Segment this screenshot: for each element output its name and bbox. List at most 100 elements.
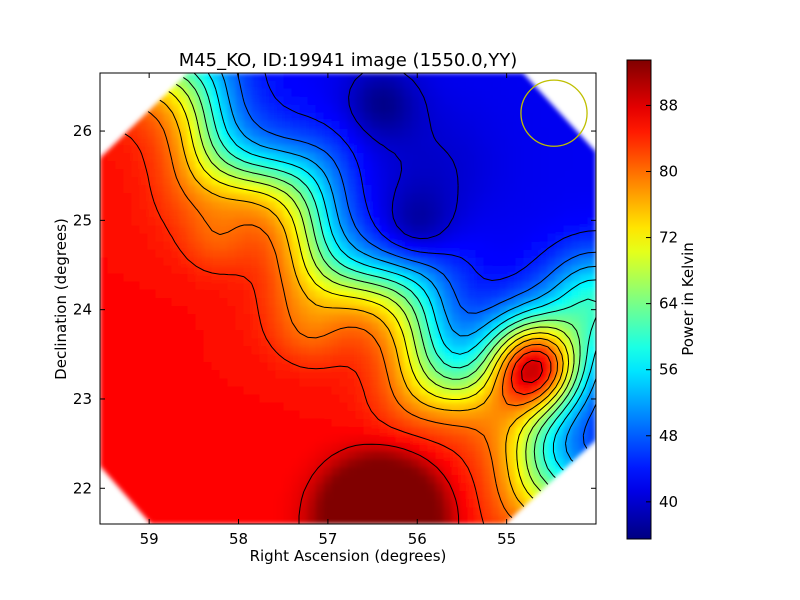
heatmap-cell	[563, 322, 573, 332]
heatmap-cell	[147, 314, 157, 324]
heatmap-cell	[363, 96, 373, 106]
x-tick-label: 55	[497, 530, 516, 548]
heatmap-cell	[211, 217, 221, 227]
heatmap-cell	[451, 169, 461, 179]
heatmap-cell	[499, 394, 509, 404]
heatmap-cell	[147, 298, 157, 308]
heatmap-cell	[443, 241, 453, 251]
heatmap-cell	[243, 499, 253, 509]
heatmap-cell	[139, 144, 149, 155]
heatmap-cell	[411, 515, 421, 524]
heatmap-cell	[499, 418, 509, 428]
heatmap-cell	[275, 459, 285, 469]
heatmap-cell	[235, 386, 245, 396]
heatmap-cell	[411, 88, 421, 98]
heatmap-cell	[499, 491, 509, 501]
heatmap-cell	[419, 394, 429, 404]
heatmap-cell	[219, 442, 229, 453]
heatmap-cell	[379, 128, 389, 138]
heatmap-cell	[211, 418, 221, 428]
heatmap-cell	[379, 370, 389, 380]
heatmap-cell	[107, 306, 117, 316]
heatmap-cell	[251, 306, 261, 316]
heatmap-cell	[107, 418, 117, 428]
heatmap-cell	[339, 426, 349, 436]
heatmap-cell	[443, 169, 453, 179]
heatmap-cell	[563, 281, 573, 291]
heatmap-cell	[163, 257, 173, 267]
heatmap-cell	[475, 386, 485, 396]
heatmap-cell	[475, 394, 485, 404]
heatmap-cell	[467, 225, 477, 235]
heatmap-cell	[187, 144, 197, 155]
heatmap-cell	[299, 104, 309, 114]
heatmap-cell	[131, 161, 141, 171]
heatmap-cell	[403, 217, 413, 227]
heatmap-cell	[403, 104, 413, 114]
heatmap-cell	[411, 330, 421, 340]
heatmap-cell	[235, 330, 245, 340]
heatmap-cell	[203, 499, 213, 509]
heatmap-cell	[451, 88, 461, 98]
heatmap-cell	[459, 459, 469, 469]
heatmap-cell	[315, 491, 325, 501]
heatmap-cell	[283, 289, 293, 299]
heatmap-cell	[571, 193, 581, 203]
heatmap-cell	[307, 394, 317, 404]
heatmap-cell	[171, 161, 181, 171]
heatmap-cell	[355, 265, 365, 275]
heatmap-cell	[299, 217, 309, 227]
heatmap-cell	[443, 177, 453, 187]
heatmap-cell	[475, 136, 485, 146]
heatmap-cell	[131, 281, 141, 291]
heatmap-cell	[323, 378, 333, 388]
heatmap-cell	[427, 193, 437, 203]
heatmap-cell	[131, 418, 141, 428]
heatmap-cell	[539, 362, 549, 372]
heatmap-cell	[499, 73, 509, 82]
heatmap-cell	[379, 394, 389, 404]
heatmap-cell	[499, 515, 509, 524]
heatmap-cell	[203, 362, 213, 372]
heatmap-cell	[243, 475, 253, 485]
heatmap-cell	[347, 362, 357, 372]
heatmap-cell	[100, 185, 109, 195]
heatmap-cell	[291, 451, 301, 461]
heatmap-cell	[555, 314, 565, 324]
heatmap-cell	[403, 483, 413, 493]
heatmap-cell	[363, 451, 373, 461]
heatmap-cell	[307, 467, 317, 477]
heatmap-cell	[115, 153, 125, 163]
heatmap-cell	[171, 233, 181, 243]
heatmap-cell	[555, 177, 565, 187]
heatmap-cell	[139, 289, 149, 299]
heatmap-cell	[499, 281, 509, 291]
heatmap-cell	[275, 209, 285, 219]
heatmap-cell	[419, 362, 429, 372]
heatmap-cell	[403, 346, 413, 356]
heatmap-cell	[275, 314, 285, 324]
heatmap-cell	[107, 451, 117, 461]
heatmap-cell	[371, 410, 381, 420]
heatmap-cell	[467, 370, 477, 380]
heatmap-cell	[115, 346, 125, 356]
heatmap-cell	[467, 265, 477, 275]
heatmap-cell	[267, 507, 277, 517]
heatmap-cell	[259, 88, 269, 98]
heatmap-cell	[235, 442, 245, 453]
heatmap-cell	[427, 378, 437, 388]
heatmap-cell	[387, 483, 397, 493]
heatmap-cell	[227, 370, 237, 380]
heatmap-cell	[419, 402, 429, 412]
heatmap-cell	[275, 298, 285, 308]
heatmap-cell	[403, 475, 413, 485]
heatmap-cell	[219, 281, 229, 291]
heatmap-cell	[459, 169, 469, 179]
heatmap-cell	[467, 104, 477, 114]
heatmap-cell	[131, 144, 141, 155]
heatmap-cell	[315, 378, 325, 388]
heatmap-cell	[363, 88, 373, 98]
heatmap-cell	[331, 451, 341, 461]
heatmap-cell	[331, 330, 341, 340]
heatmap-cell	[155, 370, 165, 380]
